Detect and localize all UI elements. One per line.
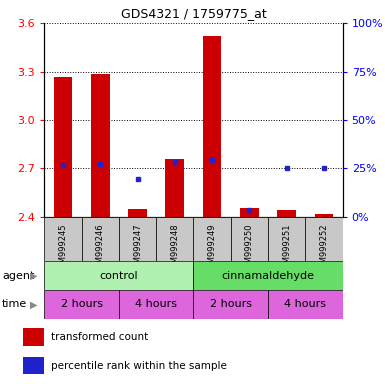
Bar <box>119 290 194 319</box>
Bar <box>240 208 259 217</box>
Bar <box>156 217 194 261</box>
Text: percentile rank within the sample: percentile rank within the sample <box>51 361 227 371</box>
Text: GSM999252: GSM999252 <box>320 223 328 274</box>
Bar <box>268 290 343 319</box>
Text: GSM999249: GSM999249 <box>208 223 217 274</box>
Text: ▶: ▶ <box>30 270 38 281</box>
Text: agent: agent <box>2 270 34 281</box>
Text: GSM999248: GSM999248 <box>170 223 179 274</box>
Text: GSM999247: GSM999247 <box>133 223 142 274</box>
Bar <box>194 290 268 319</box>
Text: 2 hours: 2 hours <box>60 299 102 310</box>
Bar <box>166 159 184 217</box>
Bar <box>231 217 268 261</box>
Bar <box>194 217 231 261</box>
Bar <box>44 217 82 261</box>
Text: ▶: ▶ <box>30 299 38 310</box>
Bar <box>277 210 296 217</box>
Bar <box>23 328 44 346</box>
Bar <box>54 77 72 217</box>
Bar <box>305 217 343 261</box>
Text: transformed count: transformed count <box>51 332 148 342</box>
Text: 4 hours: 4 hours <box>135 299 177 310</box>
Bar <box>203 36 221 217</box>
Bar <box>82 217 119 261</box>
Bar <box>44 290 119 319</box>
Text: GSM999246: GSM999246 <box>96 223 105 274</box>
Text: GSM999251: GSM999251 <box>282 223 291 274</box>
Bar <box>119 217 156 261</box>
Text: cinnamaldehyde: cinnamaldehyde <box>221 270 315 281</box>
Text: GSM999250: GSM999250 <box>245 223 254 274</box>
Bar <box>128 209 147 217</box>
Text: control: control <box>100 270 138 281</box>
Bar <box>23 357 44 374</box>
Text: 4 hours: 4 hours <box>285 299 326 310</box>
Title: GDS4321 / 1759775_at: GDS4321 / 1759775_at <box>121 7 266 20</box>
Bar <box>194 261 343 290</box>
Bar <box>44 261 194 290</box>
Text: GSM999245: GSM999245 <box>59 223 67 274</box>
Bar <box>268 217 305 261</box>
Bar <box>315 214 333 217</box>
Text: time: time <box>2 299 27 310</box>
Text: 2 hours: 2 hours <box>210 299 252 310</box>
Bar <box>91 74 110 217</box>
